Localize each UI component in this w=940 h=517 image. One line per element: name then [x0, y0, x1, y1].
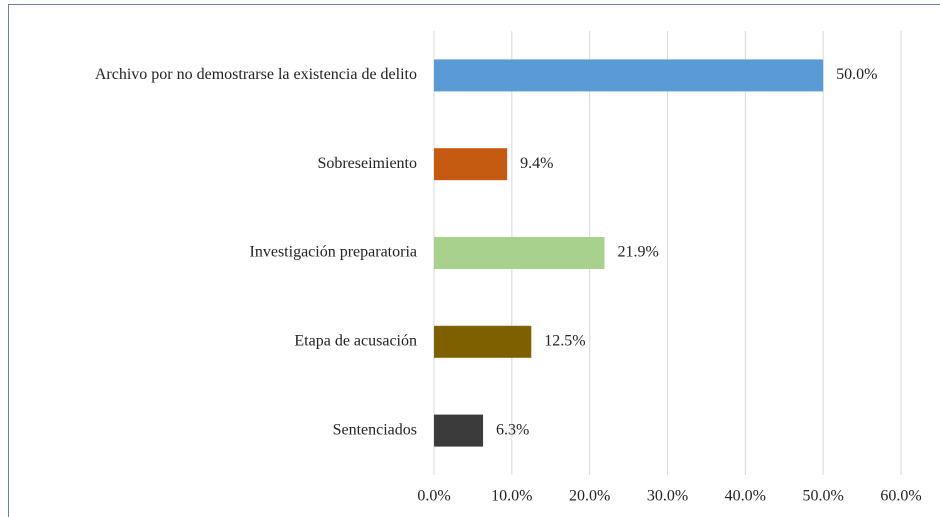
- data-label: 50.0%: [836, 66, 877, 83]
- x-tick-label: 40.0%: [725, 488, 766, 505]
- data-label: 6.3%: [496, 421, 529, 438]
- y-tick-label: Archivo por no demostrarse la existencia…: [95, 66, 417, 83]
- y-tick-label: Etapa de acusación: [294, 332, 417, 349]
- bar: [434, 325, 532, 358]
- y-tick-label: Sentenciados: [333, 421, 417, 438]
- x-tick-label: 10.0%: [491, 488, 532, 505]
- x-tick-label: 20.0%: [569, 488, 610, 505]
- x-tick-label: 60.0%: [880, 488, 921, 505]
- y-tick-label: Sobreseimiento: [317, 155, 417, 172]
- bar: [434, 414, 484, 447]
- bar: [434, 59, 824, 92]
- data-label: 12.5%: [544, 332, 585, 349]
- data-label: 21.9%: [617, 244, 658, 261]
- bar: [434, 148, 508, 181]
- x-tick-label: 30.0%: [647, 488, 688, 505]
- data-label: 9.4%: [520, 155, 553, 172]
- bar: [434, 237, 605, 269]
- x-tick-label: 50.0%: [803, 488, 844, 505]
- x-tick-label: 0.0%: [417, 488, 450, 505]
- y-tick-label: Investigación preparatoria: [250, 244, 417, 261]
- frame: [8, 4, 940, 517]
